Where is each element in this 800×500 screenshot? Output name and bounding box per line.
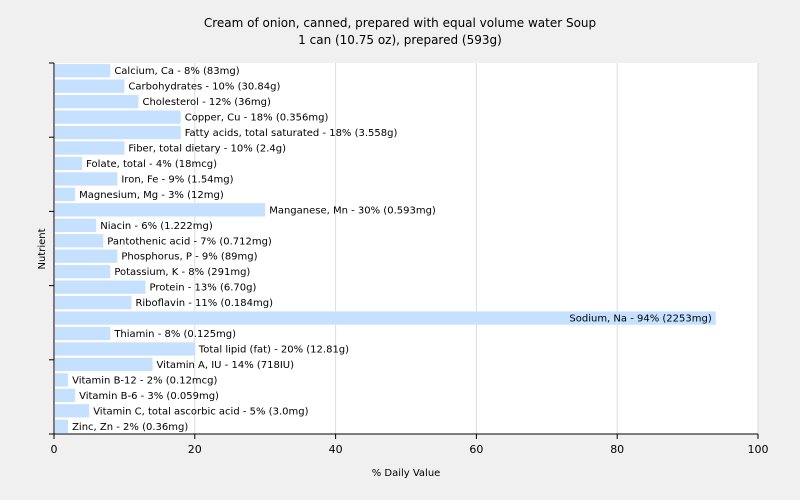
bar-label: Vitamin C, total ascorbic acid - 5% (3.0…	[93, 406, 308, 417]
bar	[55, 311, 716, 325]
bar-label: Vitamin B-12 - 2% (0.12mcg)	[72, 375, 217, 386]
bar	[55, 357, 153, 372]
axes	[49, 62, 758, 435]
gridlines	[194, 63, 759, 434]
bar-label: Riboflavin - 11% (0.184mg)	[135, 298, 273, 309]
bar	[55, 218, 97, 232]
x-tick-label: 80	[610, 443, 624, 456]
bar-label: Vitamin B-6 - 3% (0.059mg)	[79, 391, 219, 402]
bar-label: Fatty acids, total saturated - 18% (3.55…	[185, 128, 398, 139]
bar-label: Copper, Cu - 18% (0.356mg)	[185, 113, 329, 124]
bar-label: Niacin - 6% (1.222mg)	[100, 221, 213, 232]
x-tick-label: 100	[748, 443, 769, 456]
bar	[55, 110, 181, 124]
bar	[55, 419, 69, 433]
bar-label: Iron, Fe - 9% (1.54mg)	[121, 174, 233, 185]
x-axis-ticks: 0 20 40 60 80 100	[51, 434, 769, 456]
bar-label: Cholesterol - 12% (36mg)	[142, 97, 271, 108]
x-tick-label: 20	[188, 443, 202, 456]
x-tick-label: 0	[51, 443, 58, 456]
bar-label: Pantothenic acid - 7% (0.712mg)	[107, 236, 272, 247]
bar-label: Magnesium, Mg - 3% (12mg)	[79, 190, 224, 201]
bar-label: Calcium, Ca - 8% (83mg)	[114, 66, 239, 77]
bar-label: Sodium, Na - 94% (2253mg)	[569, 314, 711, 325]
bar	[55, 203, 266, 217]
bar	[55, 295, 132, 310]
bar-label: Manganese, Mn - 30% (0.593mg)	[269, 205, 436, 216]
bar	[55, 249, 118, 263]
bar-label: Vitamin A, IU - 14% (718IU)	[157, 360, 295, 371]
bar	[55, 64, 111, 78]
bar	[55, 265, 111, 279]
bar-label: Protein - 13% (6.70g)	[150, 283, 257, 294]
bar	[55, 79, 125, 93]
bar	[55, 94, 139, 109]
bar	[55, 404, 90, 418]
x-tick-label: 60	[469, 443, 483, 456]
bar-label: Fiber, total dietary - 10% (2.4g)	[128, 144, 286, 155]
bar	[55, 141, 125, 155]
chart-subtitle: 1 can (10.75 oz), prepared (593g)	[298, 33, 502, 47]
bar	[55, 156, 83, 171]
bar	[55, 326, 111, 341]
bars: Calcium, Ca - 8% (83mg) Carbohydrates - 1…	[55, 64, 716, 433]
x-tick-label: 40	[329, 443, 343, 456]
bar-label: Zinc, Zn - 2% (0.36mg)	[72, 422, 188, 433]
bar	[55, 172, 118, 186]
chart-title: Cream of onion, canned, prepared with eq…	[204, 16, 596, 30]
plot-area	[54, 63, 758, 434]
bar-label: Folate, total - 4% (18mcg)	[86, 159, 217, 170]
bar-label: Potassium, K - 8% (291mg)	[114, 267, 250, 278]
bar	[55, 187, 76, 202]
bar	[55, 234, 104, 248]
bar-label: Phosphorus, P - 9% (89mg)	[121, 252, 257, 263]
bar-label: Thiamin - 8% (0.125mg)	[113, 329, 236, 340]
y-axis-title: Nutrient	[37, 228, 48, 269]
bar	[55, 125, 181, 140]
bar	[55, 388, 76, 403]
bar	[55, 373, 69, 387]
bar-label: Carbohydrates - 10% (30.84g)	[128, 82, 280, 93]
bar	[55, 280, 146, 294]
x-axis-title: % Daily Value	[372, 468, 441, 479]
bar	[55, 342, 195, 356]
bar-label: Total lipid (fat) - 20% (12.81g)	[198, 344, 349, 355]
